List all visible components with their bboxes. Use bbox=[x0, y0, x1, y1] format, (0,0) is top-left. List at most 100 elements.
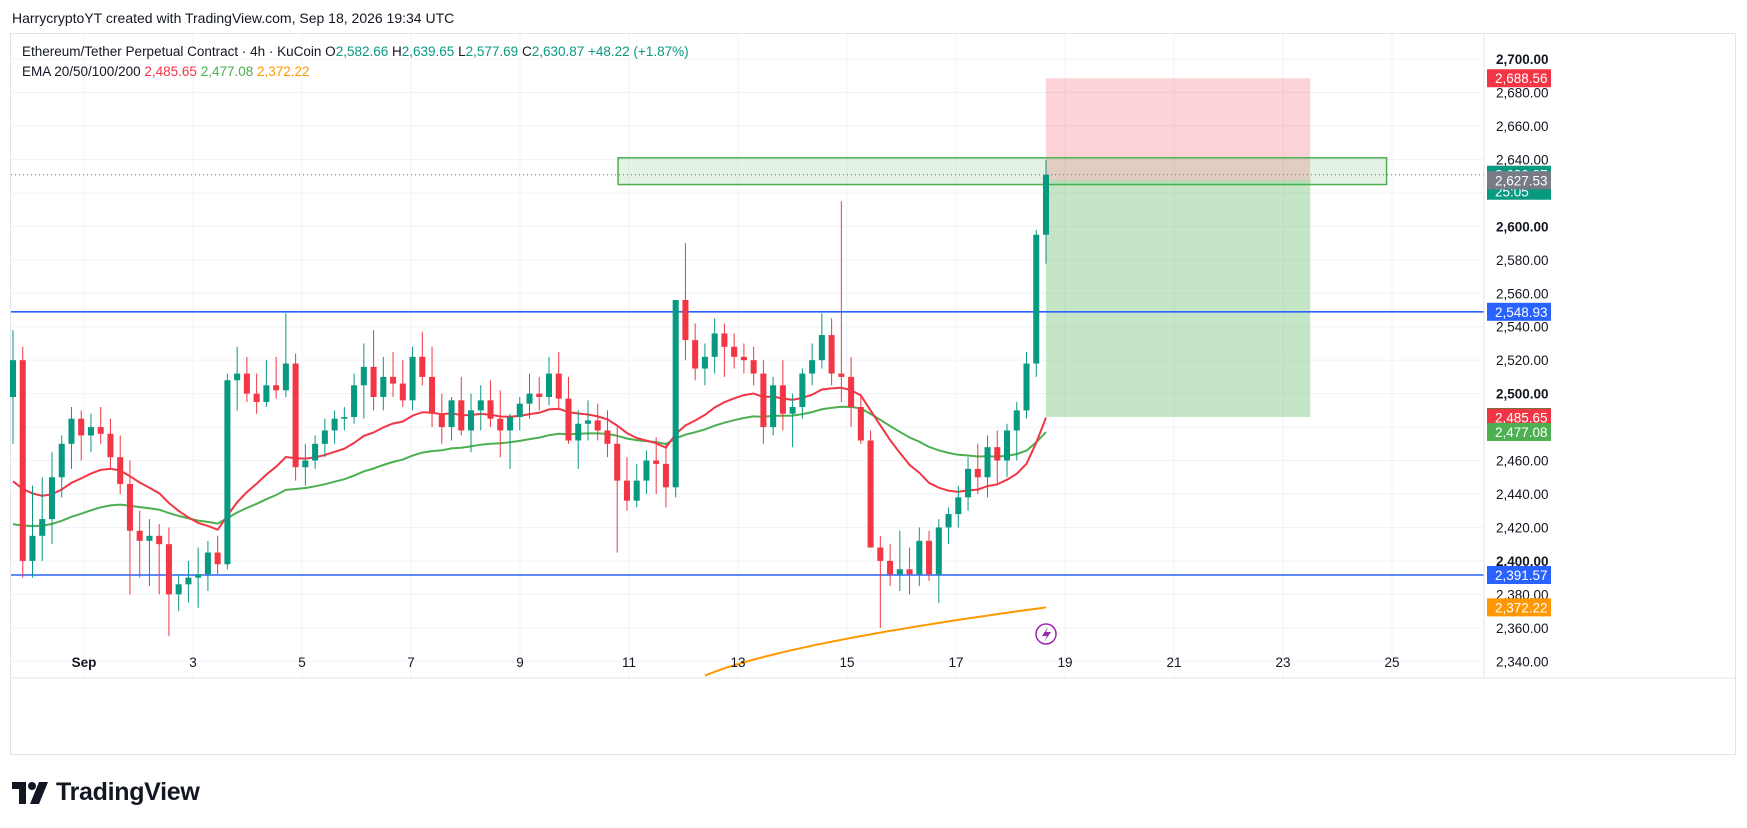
candle-body[interactable] bbox=[575, 423, 582, 441]
candle-body[interactable] bbox=[974, 468, 981, 478]
candle-body[interactable] bbox=[185, 577, 192, 585]
candle-body[interactable] bbox=[1042, 174, 1050, 235]
candle-body[interactable] bbox=[721, 333, 728, 347]
candle-body[interactable] bbox=[126, 483, 133, 531]
candle-body[interactable] bbox=[994, 447, 1001, 461]
candle-body[interactable] bbox=[390, 376, 397, 384]
candle-body[interactable] bbox=[107, 433, 114, 458]
candle-body[interactable] bbox=[214, 552, 221, 565]
candle-body[interactable] bbox=[750, 360, 757, 374]
candle-body[interactable] bbox=[87, 427, 94, 436]
candle-body[interactable] bbox=[516, 403, 523, 418]
candle-body[interactable] bbox=[399, 383, 406, 401]
candle-body[interactable] bbox=[555, 373, 562, 399]
stop-loss-zone[interactable] bbox=[1045, 78, 1311, 181]
candle-body[interactable] bbox=[302, 460, 309, 468]
candle-body[interactable] bbox=[263, 385, 270, 402]
candle-body[interactable] bbox=[955, 497, 962, 515]
candle-body[interactable] bbox=[9, 360, 17, 397]
ema200-line[interactable] bbox=[704, 606, 1047, 677]
candle-body[interactable] bbox=[419, 356, 426, 377]
candle-body[interactable] bbox=[809, 360, 816, 374]
candle-body[interactable] bbox=[68, 418, 75, 444]
candle-body[interactable] bbox=[97, 427, 104, 434]
candle-body[interactable] bbox=[584, 420, 591, 424]
candle-body[interactable] bbox=[312, 443, 319, 461]
candle-body[interactable] bbox=[234, 373, 241, 381]
candle-body[interactable] bbox=[360, 366, 367, 386]
candle-body[interactable] bbox=[916, 540, 923, 575]
candle-body[interactable] bbox=[779, 385, 786, 414]
candle-body[interactable] bbox=[906, 569, 913, 575]
candle-body[interactable] bbox=[896, 569, 903, 575]
candle-body[interactable] bbox=[536, 393, 543, 397]
candle-body[interactable] bbox=[380, 376, 387, 397]
candle-body[interactable] bbox=[146, 535, 153, 541]
candle-body[interactable] bbox=[633, 480, 640, 501]
candle-body[interactable] bbox=[965, 468, 972, 498]
candle-body[interactable] bbox=[487, 400, 494, 419]
candle-body[interactable] bbox=[351, 385, 358, 418]
candle-body[interactable] bbox=[838, 373, 845, 377]
candle-body[interactable] bbox=[848, 376, 855, 408]
candle-body[interactable] bbox=[224, 380, 231, 565]
candle-body[interactable] bbox=[48, 477, 56, 520]
candle-body[interactable] bbox=[321, 430, 328, 444]
candle-body[interactable] bbox=[935, 527, 942, 575]
candle-body[interactable] bbox=[818, 335, 825, 361]
candle-body[interactable] bbox=[341, 417, 348, 419]
tradingview-logo[interactable]: TradingView bbox=[12, 778, 200, 807]
candle-body[interactable] bbox=[506, 417, 514, 431]
candle-body[interactable] bbox=[1023, 363, 1030, 411]
candle-body[interactable] bbox=[195, 574, 202, 578]
candle-body[interactable] bbox=[156, 535, 163, 545]
candle-body[interactable] bbox=[565, 398, 572, 441]
take-profit-zone[interactable] bbox=[1045, 180, 1311, 417]
candle-body[interactable] bbox=[731, 346, 738, 357]
candle-body[interactable] bbox=[926, 540, 933, 575]
candle-body[interactable] bbox=[1033, 234, 1040, 364]
candle-body[interactable] bbox=[984, 447, 991, 478]
candle-body[interactable] bbox=[78, 418, 85, 436]
candle-body[interactable] bbox=[692, 340, 699, 369]
candle-body[interactable] bbox=[789, 407, 796, 414]
ema50-line[interactable] bbox=[12, 405, 1047, 528]
candle-body[interactable] bbox=[477, 400, 484, 411]
candle-body[interactable] bbox=[1003, 430, 1011, 461]
candle-body[interactable] bbox=[458, 400, 465, 431]
candle-body[interactable] bbox=[614, 443, 621, 481]
candle-body[interactable] bbox=[877, 547, 884, 561]
candle-body[interactable] bbox=[545, 373, 553, 397]
candle-body[interactable] bbox=[331, 418, 338, 431]
candle-body[interactable] bbox=[594, 420, 601, 431]
candle-body[interactable] bbox=[292, 363, 299, 468]
candle-body[interactable] bbox=[370, 366, 377, 397]
candle-body[interactable] bbox=[701, 356, 708, 369]
resistance-zone[interactable] bbox=[617, 157, 1388, 186]
candle-body[interactable] bbox=[253, 393, 260, 402]
candle-body[interactable] bbox=[760, 373, 767, 428]
candle-body[interactable] bbox=[672, 299, 679, 488]
candle-body[interactable] bbox=[653, 460, 660, 464]
candle-body[interactable] bbox=[799, 373, 806, 408]
candle-body[interactable] bbox=[468, 410, 475, 431]
candle-body[interactable] bbox=[643, 460, 650, 481]
candle-body[interactable] bbox=[429, 376, 436, 414]
candle-body[interactable] bbox=[867, 440, 874, 548]
candle-body[interactable] bbox=[682, 299, 689, 341]
candle-body[interactable] bbox=[448, 400, 455, 428]
candle-body[interactable] bbox=[887, 560, 894, 575]
candle-body[interactable] bbox=[438, 413, 445, 428]
candle-body[interactable] bbox=[662, 463, 669, 488]
candle-body[interactable] bbox=[497, 418, 504, 431]
candle-body[interactable] bbox=[526, 393, 533, 404]
candle-body[interactable] bbox=[175, 584, 182, 595]
candle-body[interactable] bbox=[273, 385, 280, 391]
candle-body[interactable] bbox=[770, 385, 777, 428]
candle-body[interactable] bbox=[282, 363, 289, 391]
candle-body[interactable] bbox=[828, 335, 835, 374]
candle-body[interactable] bbox=[29, 535, 36, 561]
candle-body[interactable] bbox=[39, 519, 46, 536]
candle-body[interactable] bbox=[711, 333, 718, 357]
